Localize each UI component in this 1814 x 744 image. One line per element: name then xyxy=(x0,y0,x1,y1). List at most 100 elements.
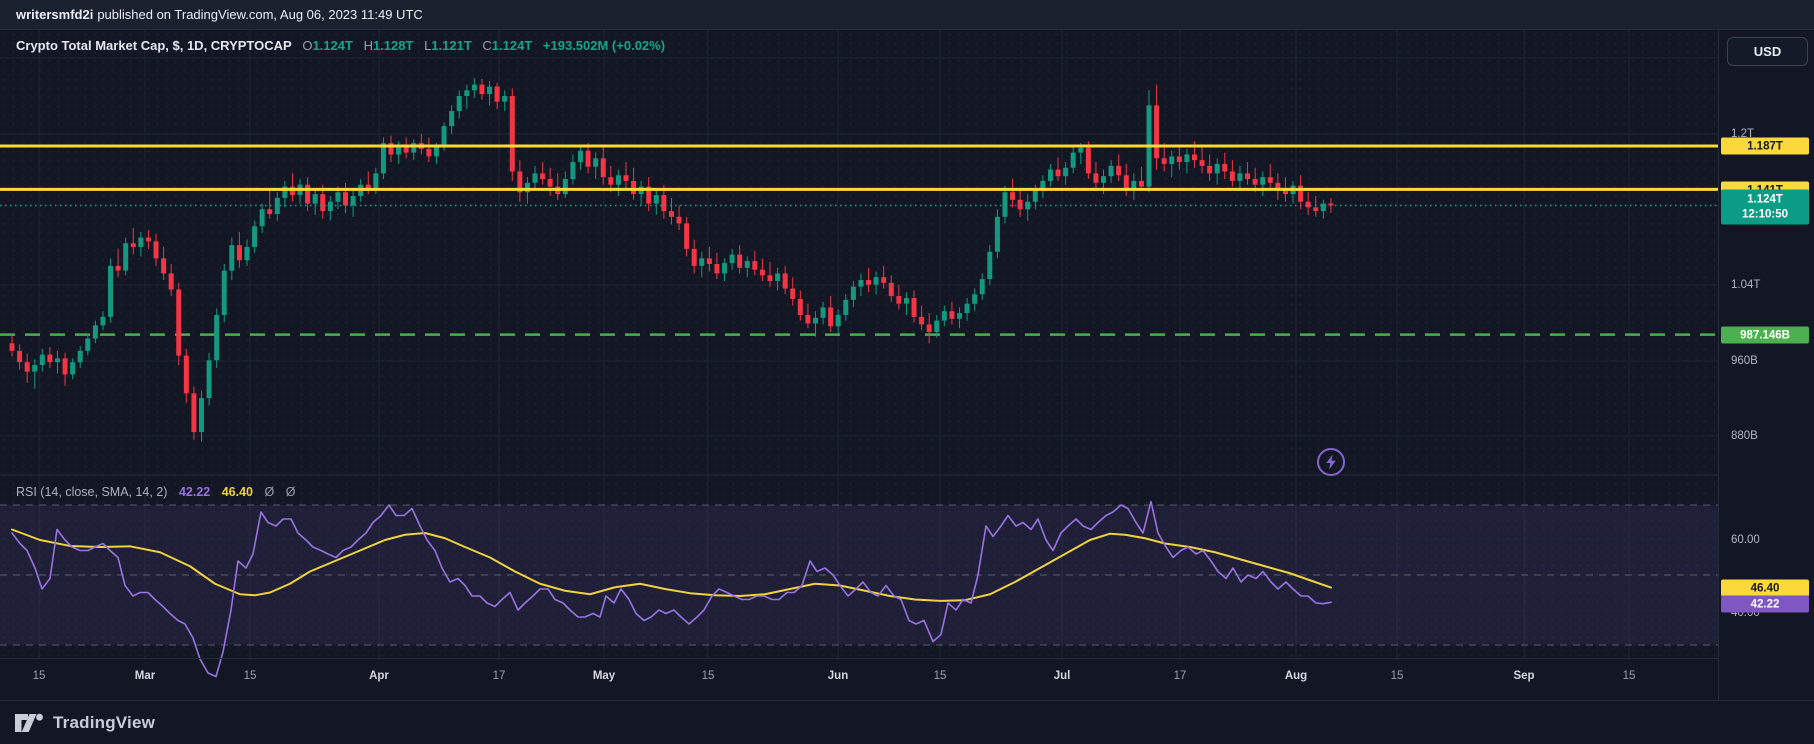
candle-body xyxy=(1116,165,1122,176)
candle-body xyxy=(199,398,204,433)
candle-body xyxy=(380,143,386,174)
candle-body xyxy=(517,171,523,193)
candle-body xyxy=(1199,160,1205,166)
time-tick-label[interactable]: 15 xyxy=(1390,670,1404,682)
time-tick-label[interactable]: 17 xyxy=(492,670,506,682)
time-tick-label[interactable]: Sep xyxy=(1513,670,1535,682)
time-tick-label[interactable]: 15 xyxy=(933,670,947,682)
candle-body xyxy=(1063,167,1069,177)
candle-body xyxy=(259,209,265,227)
candle-body xyxy=(24,362,30,372)
candle-body xyxy=(903,297,909,304)
tradingview-logo-text[interactable]: TradingView xyxy=(53,712,156,732)
candle-body xyxy=(396,146,402,155)
candle-body xyxy=(676,216,682,224)
candle-body xyxy=(562,179,568,195)
candle-body xyxy=(1108,165,1114,177)
candle-body xyxy=(1184,154,1190,163)
candle-body xyxy=(115,265,121,271)
time-tick-label[interactable]: 15 xyxy=(701,670,715,682)
candle-body xyxy=(805,314,811,324)
time-axis[interactable]: 15 Mar 15 Apr 17 May 15 Jun 15 Jul 17 Aug 15 Sep 15 xyxy=(0,658,1718,701)
candle-body xyxy=(850,286,856,300)
price-level-badge: 1.187T xyxy=(1721,137,1809,155)
candle-body xyxy=(108,265,114,317)
candle-body xyxy=(1025,201,1031,210)
candle-body xyxy=(524,182,530,193)
candle-body xyxy=(1328,203,1334,206)
candle-body xyxy=(1010,192,1016,200)
candle-body xyxy=(615,175,621,185)
candle-body xyxy=(858,280,864,287)
candle-body xyxy=(1267,177,1273,183)
candle-body xyxy=(365,184,371,189)
candle-body xyxy=(191,393,197,433)
candle-body xyxy=(987,251,993,280)
time-tick-label[interactable]: Mar xyxy=(134,670,156,682)
rsi-value-badge: 46.40 xyxy=(1721,579,1809,597)
candle-body xyxy=(267,209,273,214)
candle-body xyxy=(47,354,53,363)
candle-body xyxy=(62,358,68,375)
rsi-value-badge: 42.22 xyxy=(1721,595,1809,613)
candle-body xyxy=(502,95,508,102)
candle-body xyxy=(1101,176,1107,183)
lightning-icon xyxy=(1326,454,1336,470)
price-axis[interactable]: USD 1.2T 1.04T 960B 880B 60.00 40.00 1.187T 1.1… xyxy=(1718,30,1814,700)
candle-body xyxy=(17,350,23,363)
candle-body xyxy=(828,307,834,327)
candle-body xyxy=(54,358,60,363)
candle-body xyxy=(176,289,182,356)
candle-body xyxy=(668,211,674,217)
time-tick-label[interactable]: Apr xyxy=(369,670,389,682)
time-tick-label[interactable]: May xyxy=(592,670,616,682)
candle-body xyxy=(373,173,379,189)
candle-body xyxy=(327,201,333,212)
rsi-line xyxy=(11,500,1332,678)
candle-body xyxy=(312,194,318,204)
rsi-header[interactable]: RSI (14, close, SMA, 14, 2) 42.22 46.40 … xyxy=(16,485,295,499)
lightning-button[interactable] xyxy=(1317,448,1345,476)
time-tick-label[interactable]: 15 xyxy=(32,670,46,682)
candle-body xyxy=(487,86,493,95)
candle-body xyxy=(1176,156,1182,163)
close-value: 1.124T xyxy=(491,38,533,53)
publication-banner: writersmfd2i published on TradingView.co… xyxy=(0,0,1814,30)
time-tick-label[interactable]: Aug xyxy=(1284,670,1308,682)
candle-body xyxy=(335,192,341,202)
time-tick-label[interactable]: 17 xyxy=(1173,670,1187,682)
candle-body xyxy=(449,111,455,127)
candle-body xyxy=(934,320,940,332)
candle-body xyxy=(252,226,258,248)
price-tick-label: 880B xyxy=(1731,430,1758,442)
candle-body xyxy=(540,173,546,180)
candle-body xyxy=(949,311,955,319)
candle-body xyxy=(767,275,773,281)
candle-body xyxy=(979,279,985,295)
symbol-header[interactable]: Crypto Total Market Cap, $, 1D, CRYPTOCA… xyxy=(16,38,665,53)
price-and-rsi-plot[interactable] xyxy=(0,30,1718,700)
price-tick-label: 1.04T xyxy=(1731,279,1761,291)
high-label: H xyxy=(363,38,373,53)
currency-toggle-button[interactable]: USD xyxy=(1727,37,1808,66)
candle-body xyxy=(70,362,76,375)
candle-body xyxy=(145,237,151,242)
candle-body xyxy=(881,277,887,283)
time-tick-label[interactable]: Jul xyxy=(1053,670,1071,682)
candle-body xyxy=(138,237,144,248)
tradingview-logo-icon[interactable] xyxy=(14,712,44,734)
candle-body xyxy=(9,343,15,351)
time-tick-label[interactable]: Jun xyxy=(827,670,849,682)
candle-body xyxy=(744,261,750,268)
time-tick-label[interactable]: 15 xyxy=(243,670,257,682)
candle-body xyxy=(221,270,227,315)
rsi-band-upper-value: Ø xyxy=(264,485,275,499)
chart-area[interactable]: Crypto Total Market Cap, $, 1D, CRYPTOCA… xyxy=(0,30,1718,700)
candle-body xyxy=(1275,182,1281,191)
time-tick-label[interactable]: 15 xyxy=(1622,670,1636,682)
candle-body xyxy=(1252,179,1258,185)
candle-body xyxy=(320,194,326,212)
candle-body xyxy=(873,277,879,285)
price-tick-label: 1.2T xyxy=(1731,128,1755,140)
candle-body xyxy=(737,254,743,268)
